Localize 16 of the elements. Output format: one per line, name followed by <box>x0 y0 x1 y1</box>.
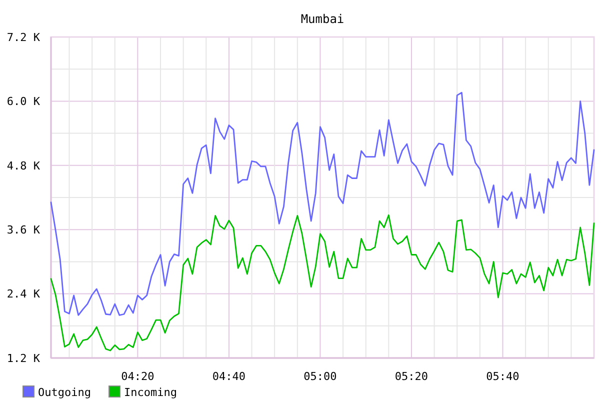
y-tick-label: 3.6 K <box>6 223 40 236</box>
x-tick-label: 04:40 <box>212 370 246 383</box>
line-series <box>50 214 595 352</box>
y-tick-label: 2.4 K <box>6 288 40 301</box>
chart-title: Mumbai <box>300 12 344 26</box>
x-tick-label: 05:00 <box>304 370 337 383</box>
y-tick-label: 6.0 K <box>6 95 40 108</box>
x-tick-label: 05:40 <box>486 370 520 383</box>
x-tick-label: 05:20 <box>394 370 428 383</box>
line-series <box>50 92 595 316</box>
y-tick-label: 4.8 K <box>6 159 40 172</box>
legend-label: Incoming <box>124 386 177 399</box>
y-tick-label: 1.2 K <box>6 352 40 365</box>
legend-label: Outgoing <box>38 386 91 399</box>
y-tick-label: 7.2 K <box>6 30 40 44</box>
x-tick-label: 04:20 <box>121 370 154 383</box>
